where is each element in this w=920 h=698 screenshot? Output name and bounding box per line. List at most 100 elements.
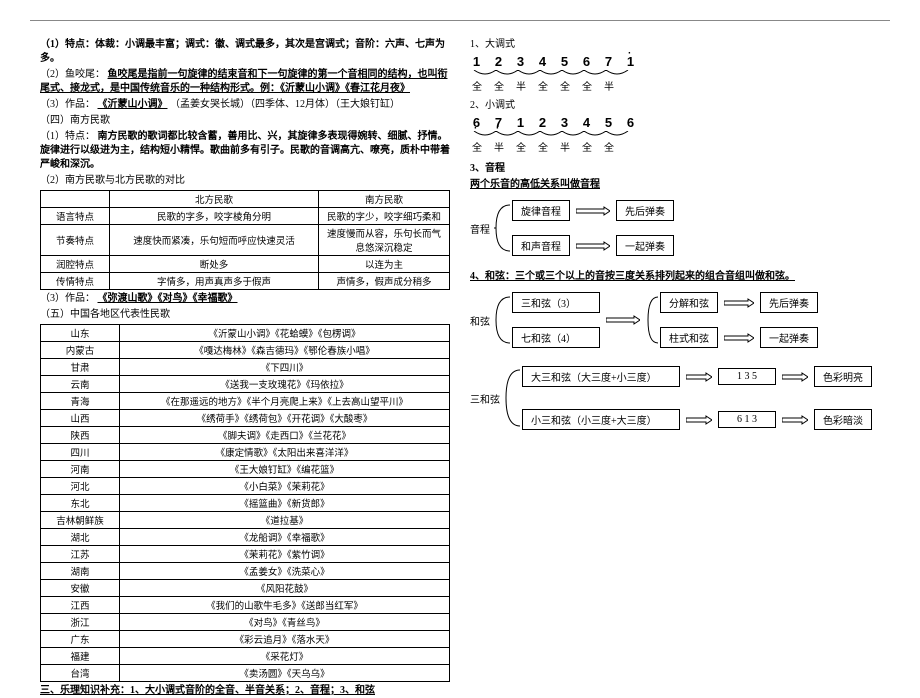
cell: 河南 <box>41 461 120 478</box>
box: 色彩明亮 <box>814 366 872 387</box>
box: 和声音程 <box>512 235 570 256</box>
cell: 《茉莉花》《紫竹调》 <box>120 546 450 563</box>
note: 1 <box>624 54 638 69</box>
table-row: 江西《我们的山歌牛毛多》《送郎当红军》 <box>41 597 450 614</box>
cell: 云南 <box>41 376 120 393</box>
note: 2 <box>536 115 550 130</box>
root-label: 音程 <box>470 221 490 236</box>
table-row: 内蒙古《嘎达梅林》《森吉德玛》《鄂伦春族小唱》 <box>41 342 450 359</box>
table-row: 云南《送我一支玫瑰花》《玛依拉》 <box>41 376 450 393</box>
cell: 湖北 <box>41 529 120 546</box>
cell: 语言特点 <box>41 208 110 225</box>
interval: 全 <box>558 78 572 93</box>
chord-diagram: 和弦 三和弦（3） 七和弦（4） 分解和弦 先后弹奏 <box>470 290 880 350</box>
label: （2）鱼咬尾： <box>40 69 105 80</box>
arrow-icon <box>782 372 808 382</box>
table-row: 福建《采花灯》 <box>41 648 450 665</box>
scale-arcs <box>470 70 645 78</box>
arrow-icon <box>724 298 754 308</box>
table-row: 东北《摇篮曲》《新货郎》 <box>41 495 450 512</box>
box: 1 3 5 <box>718 368 776 385</box>
cell: 江苏 <box>41 546 120 563</box>
text: （1）特点：体裁：小调最丰富；调式：徽、调式最多，其次是宫调式；音阶：六声、七声… <box>40 38 450 66</box>
box: 小三和弦（小三度+大三度） <box>522 409 680 430</box>
table-row: 甘肃《下四川》 <box>41 359 450 376</box>
cell: 四川 <box>41 444 120 461</box>
cell: 《孟姜女》《洗菜心》 <box>120 563 450 580</box>
branch: 柱式和弦 一起弹奏 <box>660 327 818 348</box>
table-row: 传情特点字情多，用声真声多于假声声情多，假声成分稍多 <box>41 273 450 290</box>
arrow-icon <box>686 372 712 382</box>
cell: 东北 <box>41 495 120 512</box>
table-row: 润腔特点断处多以连为主 <box>41 256 450 273</box>
interval: 全 <box>470 139 484 154</box>
cell: 《龙船调》《幸福歌》 <box>120 529 450 546</box>
cell: 民歌的字多，咬字棱角分明 <box>110 208 319 225</box>
box: 柱式和弦 <box>660 327 718 348</box>
table-row: 广东《彩云追月》《落水天》 <box>41 631 450 648</box>
root-label: 和弦 <box>470 313 490 328</box>
cell: 以连为主 <box>319 256 450 273</box>
right-column: 1、大调式 1 2 3 4 5 6 7 1 全 全 半 全 全 全 半 2、小调… <box>460 20 890 641</box>
arrow-icon <box>606 315 640 325</box>
note: 4 <box>580 115 594 130</box>
page: （1）特点：体裁：小调最丰富；调式：徽、调式最多，其次是宫调式；音阶：六声、七声… <box>0 0 920 651</box>
note: 5 <box>558 54 572 69</box>
cell: 《下四川》 <box>120 359 450 376</box>
branch: 七和弦（4） <box>512 327 600 348</box>
cell: 山西 <box>41 410 120 427</box>
text: （2）鱼咬尾： 鱼咬尾是指前一句旋律的结束音和下一句旋律的第一个音相同的结构，也… <box>40 68 450 96</box>
note: 3 <box>558 115 572 130</box>
cell: 《道拉基》 <box>120 512 450 529</box>
interval: 半 <box>602 78 616 93</box>
arrow-icon <box>686 415 712 425</box>
cell: 《小白菜》《茉莉花》 <box>120 478 450 495</box>
cell: 河北 <box>41 478 120 495</box>
cell: 安徽 <box>41 580 120 597</box>
cell: 北方民歌 <box>110 191 319 208</box>
cell: 字情多，用声真声多于假声 <box>110 273 319 290</box>
table-row: 台湾《卖汤圆》《天乌乌》 <box>41 665 450 682</box>
branch: 小三和弦（小三度+大三度） 6 1 3 色彩暗淡 <box>522 409 872 430</box>
section-heading: （四）南方民歌 <box>40 114 450 128</box>
note: 6 <box>580 54 594 69</box>
cell: 节奏特点 <box>41 225 110 256</box>
box: 6 1 3 <box>718 411 776 428</box>
theory-heading: 三、乐理知识补充：1、大小调式音阶的全音、半音关系；2、音程；3、和弦 <box>40 684 450 698</box>
table-row: 北方民歌 南方民歌 <box>41 191 450 208</box>
cell: 湖南 <box>41 563 120 580</box>
interval: 全 <box>514 139 528 154</box>
works: 《弥渡山歌》《对鸟》《幸福歌》 <box>98 293 238 304</box>
box: 一起弹奏 <box>616 235 674 256</box>
branch: 和声音程 一起弹奏 <box>512 235 674 256</box>
table-row: 四川《康定情歌》《太阳出来喜洋洋》 <box>41 444 450 461</box>
south-feature: 南方民歌的歌词都比较含蓄，善用比、兴，其旋律多表现得婉转、细腻、抒情。旋律进行以… <box>40 131 450 170</box>
note: 7 <box>492 115 506 130</box>
table-row: 安徽《风阳花鼓》 <box>41 580 450 597</box>
table-row: 山东《沂蒙山小调》《花蛤蟆》《包楞调》 <box>41 325 450 342</box>
note: 4 <box>536 54 550 69</box>
cell: 福建 <box>41 648 120 665</box>
compare-table: 北方民歌 南方民歌 语言特点民歌的字多，咬字棱角分明民歌的字少，咬字细巧柔和 节… <box>40 190 450 290</box>
branch: 分解和弦 先后弹奏 <box>660 292 818 313</box>
bracket-icon <box>504 368 522 428</box>
major-scale-labels: 全 全 半 全 全 全 半 <box>470 78 880 93</box>
note: 6 <box>624 115 638 130</box>
cell: 《风阳花鼓》 <box>120 580 450 597</box>
cell: 传情特点 <box>41 273 110 290</box>
interval: 半 <box>492 139 506 154</box>
feature-1: （1）特点：体裁：小调最丰富；调式：徽、调式最多，其次是宫调式；音阶：六声、七声… <box>40 39 445 64</box>
region-table: 山东《沂蒙山小调》《花蛤蟆》《包楞调》 内蒙古《嘎达梅林》《森吉德玛》《鄂伦春族… <box>40 324 450 682</box>
cell: 《王大娘钉缸》《编花篮》 <box>120 461 450 478</box>
label: （3）作品： <box>40 99 95 110</box>
cell: 浙江 <box>41 614 120 631</box>
branch: 三和弦（3） <box>512 292 600 313</box>
table-row: 湖南《孟姜女》《洗菜心》 <box>41 563 450 580</box>
interval-heading: 3、音程 <box>470 162 880 176</box>
cell: 《送我一支玫瑰花》《玛依拉》 <box>120 376 450 393</box>
interval: 全 <box>492 78 506 93</box>
table-row: 吉林朝鲜族《道拉基》 <box>41 512 450 529</box>
cell: 吉林朝鲜族 <box>41 512 120 529</box>
text: （3）作品： 《沂蒙山小调》 （孟姜女哭长城）（四季体、12月体）（王大娘钉缸） <box>40 98 450 112</box>
interval-def: 两个乐音的高低关系叫做音程 <box>470 178 880 192</box>
